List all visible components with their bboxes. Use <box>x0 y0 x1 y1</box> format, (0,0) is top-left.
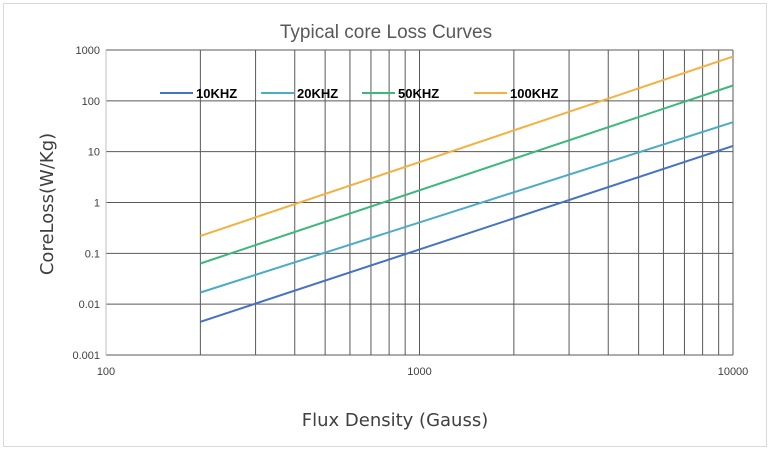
legend-label-20khz: 20KHZ <box>297 86 338 101</box>
series-line-50khz <box>200 84 734 265</box>
x-tick-label: 100 <box>97 366 115 378</box>
legend-label-100khz: 100KHZ <box>510 86 558 101</box>
legend-label-50khz: 50KHZ <box>398 86 439 101</box>
y-tick-label: 0.1 <box>85 248 100 260</box>
y-tick-label: 1000 <box>76 45 100 57</box>
x-tick-label: 10000 <box>718 366 749 378</box>
x-axis-title: Flux Density (Gauss) <box>302 410 488 431</box>
legend: 10KHZ 20KHZ 50KHZ 100KHZ <box>160 86 558 101</box>
y-tick-label: 10 <box>88 147 100 159</box>
tick-labels: 0.001 0.01 0.1 1 10 100 1000 100 1000 10000 <box>72 45 748 378</box>
series-lines <box>200 55 734 323</box>
x-tick-label: 1000 <box>407 366 431 378</box>
legend-label-10khz: 10KHZ <box>196 86 237 101</box>
series-line-100khz <box>200 55 734 237</box>
y-tick-label: 0.01 <box>79 299 100 311</box>
chart-frame <box>3 3 767 447</box>
y-tick-label: 1 <box>94 198 100 210</box>
grid <box>105 49 734 356</box>
series-line-10khz <box>200 144 734 323</box>
y-axis-title: CoreLoss(W/Kg) <box>37 133 58 275</box>
y-tick-label: 100 <box>82 96 100 108</box>
chart-title: Typical core Loss Curves <box>280 22 492 43</box>
y-tick-label: 0.001 <box>72 350 100 362</box>
series-line-20khz <box>200 121 734 294</box>
